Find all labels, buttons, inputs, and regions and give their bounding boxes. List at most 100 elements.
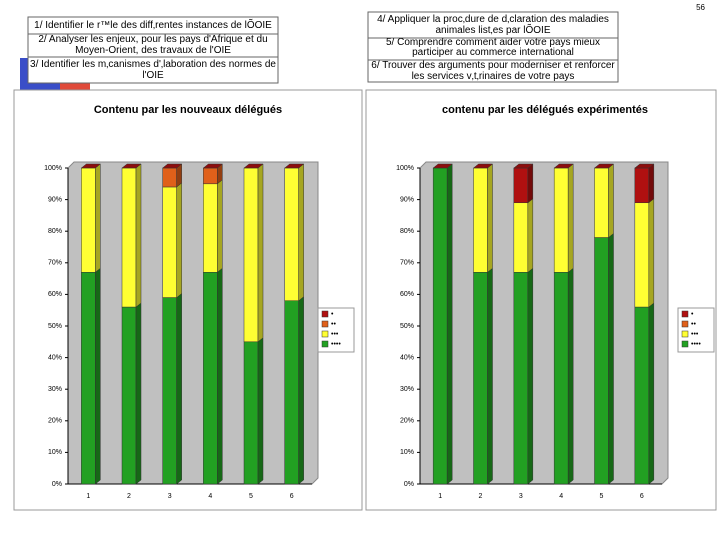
y-tick-label: 80% [400, 228, 414, 235]
bar-side [135, 163, 142, 308]
bar-top [161, 163, 183, 169]
bar-side [527, 163, 534, 204]
bar-side [567, 163, 574, 273]
bar-top [283, 163, 305, 169]
plot-area [67, 161, 319, 485]
bar-segment [553, 272, 569, 485]
y-tick-label: 70% [400, 260, 414, 267]
bar-top [432, 163, 453, 169]
page-number: 56 [696, 3, 705, 12]
bar-segment [243, 167, 259, 343]
objective-text: 3/ Identifier les m‚canismes d'‚laborati… [30, 59, 276, 81]
legend-label: • [691, 311, 694, 318]
bar-segment [594, 237, 609, 485]
bar-segment [432, 167, 448, 485]
chart-title: Contenu par les nouveaux délégués [94, 104, 282, 116]
objective-text: 6/ Trouver des arguments pour moderniser… [371, 60, 615, 82]
bar-segment [594, 167, 609, 238]
x-tick-label: 1 [438, 493, 442, 500]
objective-text: 1/ Identifier le r™le des diff‚rentes in… [34, 20, 272, 31]
objective-text: 4/ Appliquer la proc‚dure de d‚claration… [377, 14, 609, 36]
bar-segment [203, 183, 218, 273]
bar-segment [634, 167, 650, 204]
bar-segment [203, 272, 218, 485]
bar-segment [634, 202, 650, 308]
legend-label: •••• [331, 341, 341, 348]
bar-segment [634, 306, 650, 485]
bar-side [135, 302, 142, 485]
bar-segment [162, 167, 177, 188]
bar-side [487, 267, 493, 485]
bar-top [593, 163, 615, 169]
y-tick-label: 10% [400, 449, 414, 456]
bar-side [527, 198, 534, 273]
bar-segment [81, 167, 96, 273]
y-tick-label: 60% [400, 291, 414, 298]
y-tick-label: 40% [48, 354, 62, 361]
x-tick-label: 4 [559, 493, 563, 500]
bar-segment [513, 167, 529, 204]
bar-top [553, 163, 574, 169]
bar-side [446, 163, 453, 485]
legend-swatch [681, 330, 689, 338]
bar-side [648, 163, 655, 204]
y-tick-label: 60% [48, 291, 62, 298]
bar-segment [162, 186, 177, 298]
bar-segment [284, 300, 299, 485]
bar-top [513, 163, 534, 169]
objective-box [27, 16, 279, 84]
objective-text: 5/ Comprendre comment aider votre pays m… [386, 38, 600, 58]
y-tick-label: 100% [396, 165, 414, 172]
bar-side [608, 232, 614, 485]
y-tick-label: 10% [48, 449, 62, 456]
objective: 3/ Identifier les m‚canismes d'‚laborati… [30, 59, 276, 81]
legend-swatch [321, 340, 329, 348]
y-tick-label: 20% [400, 418, 414, 425]
objective-box [367, 11, 619, 83]
bar-side [648, 302, 655, 485]
objective: 2/ Analyser les enjeux, pour les pays d'… [38, 34, 267, 56]
bar-side [298, 163, 304, 302]
bar-segment [553, 167, 569, 273]
bar-segment [121, 306, 137, 485]
bar-segment [513, 272, 529, 485]
bar-side [487, 163, 493, 273]
bar-side [217, 179, 223, 273]
y-tick-label: 100% [44, 165, 62, 172]
legend-label: • [331, 311, 334, 318]
bar-side [527, 267, 534, 485]
legend-swatch [681, 320, 689, 328]
bar-top [243, 163, 264, 169]
y-tick-label: 0% [52, 481, 62, 488]
bar-side [95, 267, 101, 485]
x-tick-label: 3 [168, 493, 172, 500]
x-tick-label: 1 [86, 493, 90, 500]
bar-side [567, 267, 574, 485]
bar-side [217, 267, 223, 485]
legend-swatch [321, 310, 329, 318]
bar-top [80, 163, 102, 169]
chart-title: contenu par les délégués expérimentés [442, 104, 648, 116]
y-tick-label: 90% [48, 196, 62, 203]
bar-top [634, 163, 655, 169]
y-tick-label: 20% [48, 418, 62, 425]
objective: 4/ Appliquer la proc‚dure de d‚claration… [377, 14, 609, 36]
objective: 1/ Identifier le r™le des diff‚rentes in… [34, 20, 272, 31]
bar-side [95, 163, 101, 273]
x-tick-label: 4 [208, 493, 212, 500]
x-tick-label: 2 [127, 493, 131, 500]
bar-segment [162, 297, 177, 485]
legend-label: ••• [331, 331, 339, 338]
bar-segment [81, 272, 96, 485]
y-tick-label: 30% [400, 386, 414, 393]
y-tick-label: 0% [404, 481, 414, 488]
x-tick-label: 5 [600, 493, 604, 500]
bar-side [257, 337, 264, 485]
bar-segment [121, 167, 137, 308]
bar-top [202, 163, 224, 169]
bar-segment [513, 202, 529, 273]
bar-side [298, 296, 304, 485]
bar-side [176, 182, 182, 299]
bar-segment [284, 167, 299, 301]
